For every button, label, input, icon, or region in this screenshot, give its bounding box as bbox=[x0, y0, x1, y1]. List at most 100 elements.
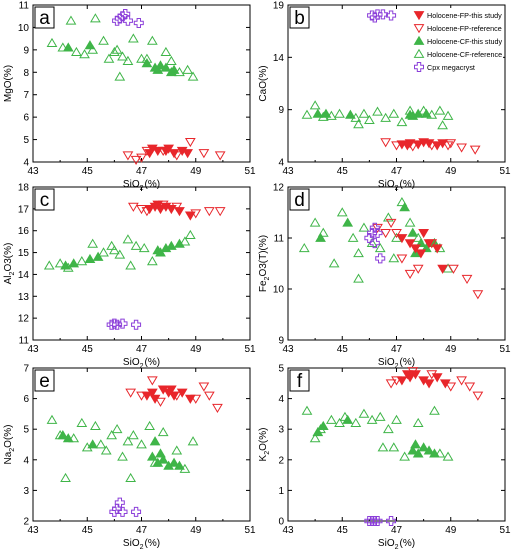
data-point bbox=[198, 382, 210, 392]
data-point bbox=[103, 53, 115, 63]
data-point bbox=[133, 17, 144, 28]
data-point bbox=[184, 211, 196, 221]
data-point bbox=[141, 58, 153, 68]
data-point bbox=[358, 222, 370, 232]
data-point bbox=[412, 264, 424, 274]
data-point bbox=[385, 379, 397, 389]
data-point bbox=[367, 10, 378, 21]
data-point bbox=[165, 67, 177, 77]
data-point bbox=[399, 202, 411, 212]
data-point bbox=[144, 420, 156, 431]
data-point bbox=[401, 141, 413, 151]
data-point bbox=[125, 472, 137, 483]
y-tick-label: 2 bbox=[23, 517, 29, 528]
y-tick-label: 9 bbox=[23, 45, 29, 56]
data-point bbox=[109, 46, 120, 56]
data-point bbox=[98, 247, 109, 257]
x-tick-label: 47 bbox=[136, 166, 148, 177]
data-point bbox=[174, 207, 185, 217]
y-tick-label: 6 bbox=[23, 394, 29, 405]
data-point bbox=[382, 423, 394, 434]
panel-d: 43 45 47 49 51 9 10 11 12 SiO2(%) Fe2O3(T)(%) d bbox=[258, 183, 511, 371]
data-point bbox=[374, 242, 386, 253]
x-tick-label: 49 bbox=[445, 525, 457, 536]
data-point bbox=[114, 13, 125, 24]
data-point bbox=[76, 417, 88, 427]
data-point bbox=[176, 388, 188, 398]
data-point bbox=[412, 448, 424, 458]
data-point bbox=[358, 408, 370, 418]
data-point bbox=[312, 426, 324, 437]
legend: Holocene-FP-this study Holocene-FP-refere… bbox=[411, 8, 503, 74]
x-tick-label: 47 bbox=[136, 525, 148, 536]
x-tick-label: 49 bbox=[445, 166, 457, 177]
y-tick-label: 4 bbox=[23, 158, 29, 169]
panel-a: 43454749514567891011SiO2(%)MgO(%)a bbox=[3, 1, 256, 193]
y-tick-label: 5 bbox=[278, 364, 284, 375]
data-point bbox=[111, 44, 123, 54]
data-point bbox=[372, 516, 383, 526]
x-tick-label: 45 bbox=[337, 525, 349, 536]
y-tick-label: 17 bbox=[18, 204, 30, 215]
data-point bbox=[155, 204, 166, 215]
data-point bbox=[420, 108, 432, 118]
data-point bbox=[437, 139, 448, 149]
x-tick-label: 51 bbox=[499, 525, 511, 536]
data-point bbox=[174, 238, 185, 248]
data-point bbox=[125, 388, 137, 398]
data-point bbox=[415, 249, 427, 259]
legend-marker bbox=[414, 62, 424, 72]
data-point bbox=[212, 403, 223, 414]
panel-letter-box bbox=[289, 369, 310, 392]
y-tick-label: 4 bbox=[278, 158, 284, 169]
data-point bbox=[71, 46, 82, 56]
y-tick-label: 10 bbox=[18, 23, 30, 34]
y-tick-label: 3 bbox=[278, 425, 284, 436]
panel-letter-box bbox=[34, 369, 55, 392]
data-point bbox=[301, 109, 313, 119]
data-point bbox=[412, 108, 424, 118]
y-tick-label: 10 bbox=[273, 285, 285, 296]
data-point bbox=[380, 112, 392, 122]
panel-letter-box bbox=[34, 188, 55, 211]
data-point bbox=[309, 100, 321, 110]
data-point bbox=[380, 229, 392, 239]
data-point bbox=[386, 10, 397, 21]
data-point bbox=[146, 451, 158, 461]
data-point bbox=[114, 497, 125, 508]
data-point bbox=[418, 442, 429, 452]
y-tick-label: 5 bbox=[23, 425, 29, 436]
data-point bbox=[57, 430, 69, 440]
data-point bbox=[391, 141, 402, 151]
data-point bbox=[184, 229, 196, 239]
data-point bbox=[146, 376, 158, 386]
data-point bbox=[423, 139, 435, 149]
y-tick-label: 4 bbox=[23, 455, 29, 466]
x-tick-label: 43 bbox=[27, 344, 39, 355]
data-point bbox=[146, 144, 158, 154]
data-point bbox=[149, 62, 161, 72]
data-point bbox=[380, 138, 392, 148]
y-tick-label: 12 bbox=[18, 314, 30, 325]
panel-letter: d bbox=[294, 190, 305, 211]
data-point bbox=[434, 448, 446, 458]
data-point bbox=[396, 234, 408, 244]
data-point bbox=[117, 506, 128, 517]
legend-background bbox=[411, 8, 503, 74]
panel-letter: a bbox=[39, 8, 50, 29]
data-point bbox=[342, 217, 354, 227]
data-point bbox=[445, 139, 457, 149]
data-point bbox=[399, 451, 411, 461]
data-point bbox=[155, 448, 166, 458]
data-point bbox=[385, 218, 397, 228]
y-axis-label: Al2O3(%) bbox=[3, 243, 16, 285]
legend-label: Holocene-FP-this study bbox=[427, 11, 502, 20]
data-point bbox=[396, 197, 408, 207]
data-point bbox=[98, 35, 109, 45]
x-tick-label: 43 bbox=[282, 344, 294, 355]
plot-frame bbox=[287, 367, 506, 522]
panel-letter: e bbox=[39, 371, 50, 392]
data-point bbox=[214, 151, 226, 161]
panel-letter-box bbox=[289, 6, 310, 29]
data-point bbox=[109, 506, 120, 517]
